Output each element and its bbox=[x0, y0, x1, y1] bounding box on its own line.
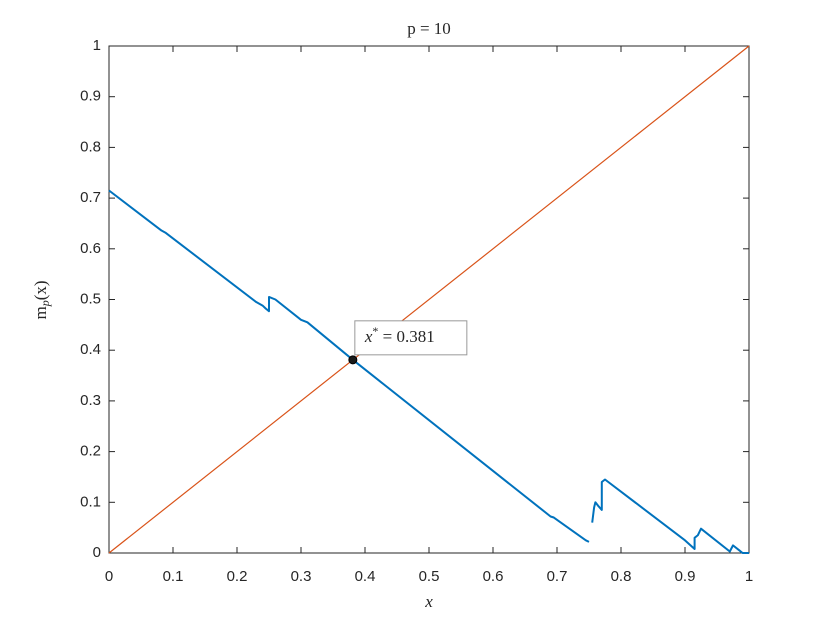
annotation-main: x bbox=[364, 327, 373, 346]
y-tick-label: 0.9 bbox=[80, 88, 101, 105]
y-label-main: m bbox=[31, 306, 50, 319]
y-tick-label: 0 bbox=[93, 544, 101, 561]
annotation-box bbox=[354, 320, 468, 356]
y-tick-label: 0.8 bbox=[80, 138, 101, 155]
x-tick-label: 0.3 bbox=[291, 568, 312, 585]
x-tick-label: 1 bbox=[745, 568, 753, 585]
y-tick-label: 0.7 bbox=[80, 189, 101, 206]
series-line bbox=[108, 189, 749, 554]
y-tick-label: 0.3 bbox=[80, 392, 101, 409]
x-tick-label: 0.1 bbox=[163, 568, 184, 585]
x-tick-label: 0.5 bbox=[419, 568, 440, 585]
annotation-sup: * bbox=[372, 324, 378, 338]
chart-title: p = 10 bbox=[407, 19, 451, 38]
series-line bbox=[108, 45, 750, 554]
y-tick-label: 0.2 bbox=[80, 443, 101, 460]
x-tick-label: 0.7 bbox=[547, 568, 568, 585]
annotation-rest: = 0.381 bbox=[378, 327, 434, 346]
x-tick-label: 0.4 bbox=[355, 568, 376, 585]
y-tick-label: 0.6 bbox=[80, 240, 101, 257]
annotation-marker bbox=[348, 355, 358, 365]
y-tick-label: 0.1 bbox=[80, 493, 101, 510]
x-tick-label: 0.8 bbox=[611, 568, 632, 585]
y-tick-label: 1 bbox=[93, 37, 101, 54]
y-tick-label: 0.4 bbox=[80, 341, 101, 358]
x-tick-label: 0 bbox=[105, 568, 113, 585]
annotation-text: x* = 0.381 bbox=[364, 324, 435, 346]
x-tick-label: 0.2 bbox=[227, 568, 248, 585]
y-tick-label: 0.5 bbox=[80, 290, 101, 307]
y-label-rest: (x) bbox=[31, 280, 50, 300]
x-tick-label: 0.6 bbox=[483, 568, 504, 585]
y-label-sub: p bbox=[38, 300, 52, 307]
y-axis-label: mp(x) bbox=[31, 280, 52, 319]
x-axis-label: x bbox=[424, 592, 433, 611]
x-tick-label: 0.9 bbox=[675, 568, 696, 585]
